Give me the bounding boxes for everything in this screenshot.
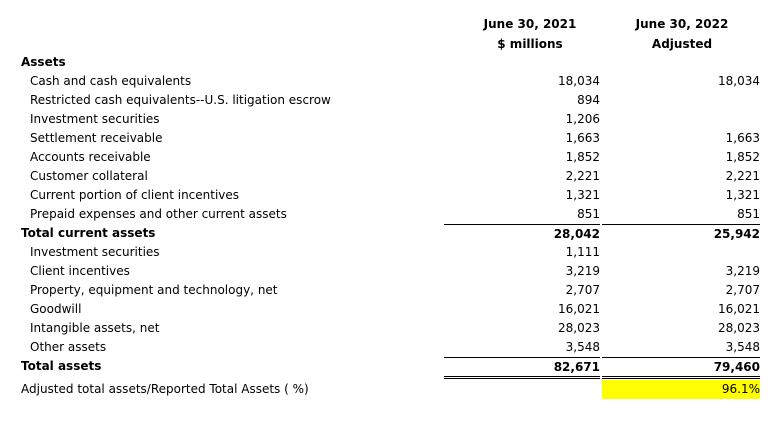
row-label: Accounts receivable [30, 150, 151, 164]
row-label: Current portion of client incentives [30, 188, 240, 202]
row-label: Intangible assets, net [30, 321, 160, 335]
table-row: Accounts receivable 1,852 1,852 [0, 148, 784, 167]
table-row: Other assets 3,548 3,548 [0, 338, 784, 357]
section-heading: Assets [21, 55, 66, 69]
value-2021: 1,321 [565, 188, 600, 202]
table-row: Current portion of client incentives 1,3… [0, 186, 784, 205]
total-assets-2022: 79,460 [602, 357, 760, 379]
table-row: Cash and cash equivalents 18,034 18,034 [0, 72, 784, 91]
column-header-2022-date: June 30, 2022 [635, 17, 729, 31]
table-row: Investment securities 1,111 [0, 243, 784, 262]
row-label: Goodwill [30, 302, 82, 316]
row-label: Client incentives [30, 264, 130, 278]
table-row: Settlement receivable 1,663 1,663 [0, 129, 784, 148]
total-current-2021: 28,042 [444, 224, 600, 243]
row-label: Other assets [30, 340, 107, 354]
value-2022 [602, 91, 760, 110]
row-label: Restricted cash equivalents--U.S. litiga… [30, 93, 331, 107]
total-assets-2021: 82,671 [444, 357, 600, 379]
value-2021: 894 [577, 93, 600, 107]
row-label: Total current assets [21, 226, 156, 240]
ratio-2021 [444, 380, 600, 399]
value-2022: 1,321 [725, 188, 760, 202]
table-row: Client incentives 3,219 3,219 [0, 262, 784, 281]
ratio-2022-highlighted: 96.1% [602, 380, 760, 399]
column-header-2022-unit: Adjusted [651, 37, 713, 51]
value-2022: 2,707 [725, 283, 760, 297]
value-2021: 28,023 [558, 321, 600, 335]
section-heading-row: Assets [0, 53, 784, 72]
value-2022 [602, 243, 760, 262]
value-2021: 1,206 [565, 112, 600, 126]
value-2022: 28,023 [718, 321, 760, 335]
value-2022: 851 [737, 207, 760, 221]
value-2021: 851 [577, 207, 600, 221]
value-2021: 1,852 [565, 150, 600, 164]
table-row: Investment securities 1,206 [0, 110, 784, 129]
value-2022: 18,034 [718, 74, 760, 88]
table-row: Goodwill 16,021 16,021 [0, 300, 784, 319]
value-2022: 2,221 [725, 169, 760, 183]
table-row: Prepaid expenses and other current asset… [0, 205, 784, 224]
ratio-row: Adjusted total assets/Reported Total Ass… [0, 380, 784, 399]
value-2021: 2,707 [565, 283, 600, 297]
table-row: Restricted cash equivalents--U.S. litiga… [0, 91, 784, 110]
value-2021: 1,111 [565, 245, 600, 259]
table-row: Intangible assets, net 28,023 28,023 [0, 319, 784, 338]
row-label: Customer collateral [30, 169, 148, 183]
table-row: Customer collateral 2,221 2,221 [0, 167, 784, 186]
value-2022: 3,548 [725, 340, 760, 354]
value-2022: 3,219 [725, 264, 760, 278]
value-2022: 16,021 [718, 302, 760, 316]
total-assets-row: Total assets 82,671 79,460 [0, 357, 784, 379]
column-header-2021-date: June 30, 2021 [483, 17, 577, 31]
value-2021: 3,219 [565, 264, 600, 278]
column-header-2021: June 30, 2021 $ millions [460, 14, 600, 54]
total-current-assets-row: Total current assets 28,042 25,942 [0, 224, 784, 243]
row-label: Adjusted total assets/Reported Total Ass… [21, 382, 309, 396]
row-label: Investment securities [30, 245, 160, 259]
total-current-2022: 25,942 [602, 224, 760, 243]
value-2021: 18,034 [558, 74, 600, 88]
row-label: Prepaid expenses and other current asset… [30, 207, 287, 221]
column-header-2021-unit: $ millions [497, 37, 563, 51]
column-header-2022: June 30, 2022 Adjusted [612, 14, 752, 54]
row-label: Total assets [21, 359, 102, 373]
value-2021: 16,021 [558, 302, 600, 316]
value-2021: 2,221 [565, 169, 600, 183]
value-2021: 3,548 [565, 340, 600, 354]
value-2022 [602, 110, 760, 129]
row-label: Investment securities [30, 112, 160, 126]
value-2022: 1,663 [725, 131, 760, 145]
row-label: Property, equipment and technology, net [30, 283, 278, 297]
value-2021: 1,663 [565, 131, 600, 145]
table-row: Property, equipment and technology, net … [0, 281, 784, 300]
value-2022: 1,852 [725, 150, 760, 164]
row-label: Settlement receivable [30, 131, 163, 145]
row-label: Cash and cash equivalents [30, 74, 192, 88]
